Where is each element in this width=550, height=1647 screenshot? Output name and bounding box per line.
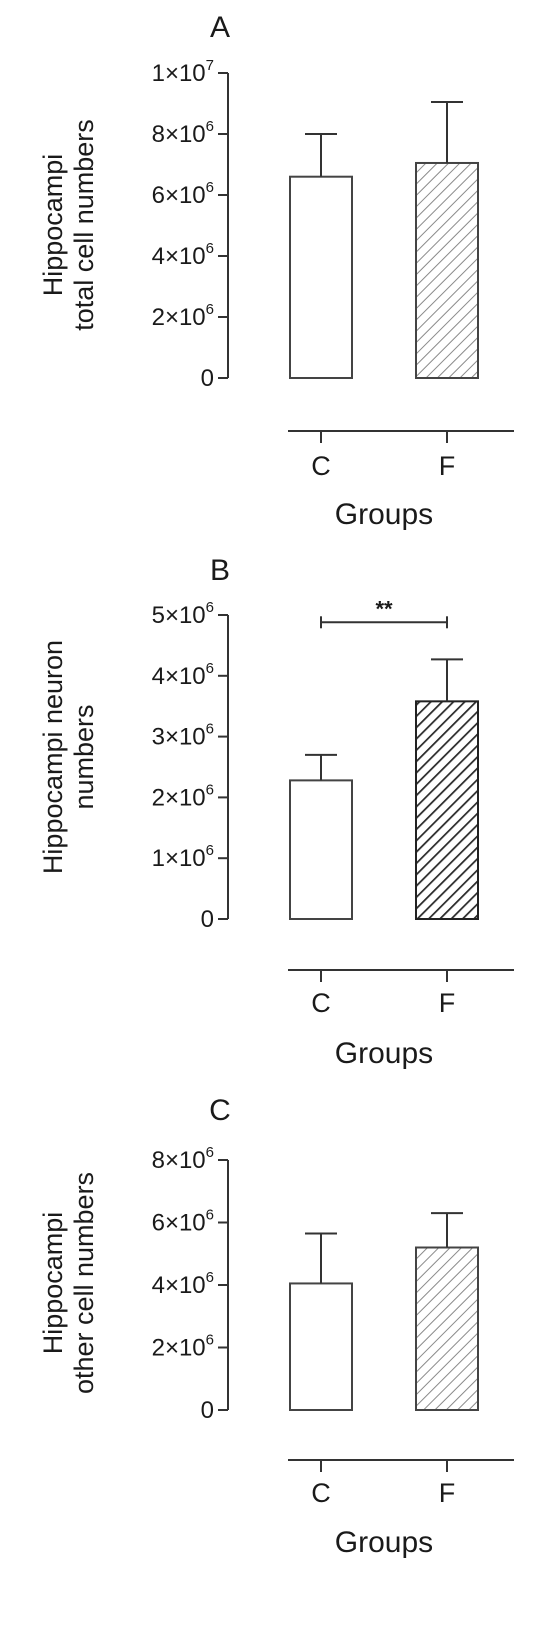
x-tick-label: F (439, 988, 456, 1018)
y-axis-label: Hippocampitotal cell numbers (38, 119, 99, 331)
chart-panel-b: B 0 1×106 2×106 3×106 4×106 5×106 Hippocampi ne… (38, 554, 514, 1070)
y-tick-label: 6×106 (152, 1207, 214, 1237)
y-tick-label: 4×106 (152, 1269, 214, 1299)
bar-c (289, 175, 353, 379)
y-tick-label: 2×106 (152, 781, 214, 811)
x-tick-label: C (311, 1478, 331, 1508)
x-axis-label: Groups (335, 1037, 433, 1070)
y-tick-label: 1×107 (152, 57, 214, 87)
x-axis-label: Groups (335, 1526, 433, 1559)
y-tick-label: 5×106 (152, 599, 214, 629)
panel-letter: A (210, 11, 230, 44)
chart-panel-c: C 0 2×106 4×106 6×106 8×106 Hippocampiother ce… (38, 1094, 514, 1559)
chart-panel-a: A 0 2×106 4×106 6×106 8×106 1×107 Hippocampitot… (38, 11, 514, 531)
y-tick-label: 2×106 (152, 1332, 214, 1362)
x-tick-label: C (311, 451, 331, 481)
bar-f (415, 1246, 479, 1411)
y-axis-label: Hippocampi neuronnumbers (38, 640, 99, 874)
y-tick-label: 0 (201, 365, 214, 392)
y-tick-label: 8×106 (152, 1144, 214, 1174)
y-tick-label: 3×106 (152, 721, 214, 751)
x-axis-label: Groups (335, 498, 433, 531)
bar-f (415, 161, 479, 379)
y-tick-label: 0 (201, 906, 214, 933)
bar-c (289, 1282, 353, 1411)
x-tick-label: F (439, 451, 456, 481)
x-tick-label: F (439, 1478, 456, 1508)
x-tick-label: C (311, 988, 331, 1018)
bar-f (415, 700, 479, 920)
significance-label: ** (375, 596, 393, 621)
y-tick-label: 4×106 (152, 660, 214, 690)
y-axis-label: Hippocampiother cell numbers (38, 1172, 99, 1394)
y-tick-label: 1×106 (152, 842, 214, 872)
y-tick-label: 2×106 (152, 301, 214, 331)
y-tick-label: 8×106 (152, 118, 214, 148)
y-tick-label: 0 (201, 1397, 214, 1424)
y-tick-label: 6×106 (152, 179, 214, 209)
y-tick-label: 4×106 (152, 240, 214, 270)
panel-letter: C (209, 1094, 231, 1127)
bar-c (289, 779, 353, 920)
panel-letter: B (210, 554, 230, 587)
